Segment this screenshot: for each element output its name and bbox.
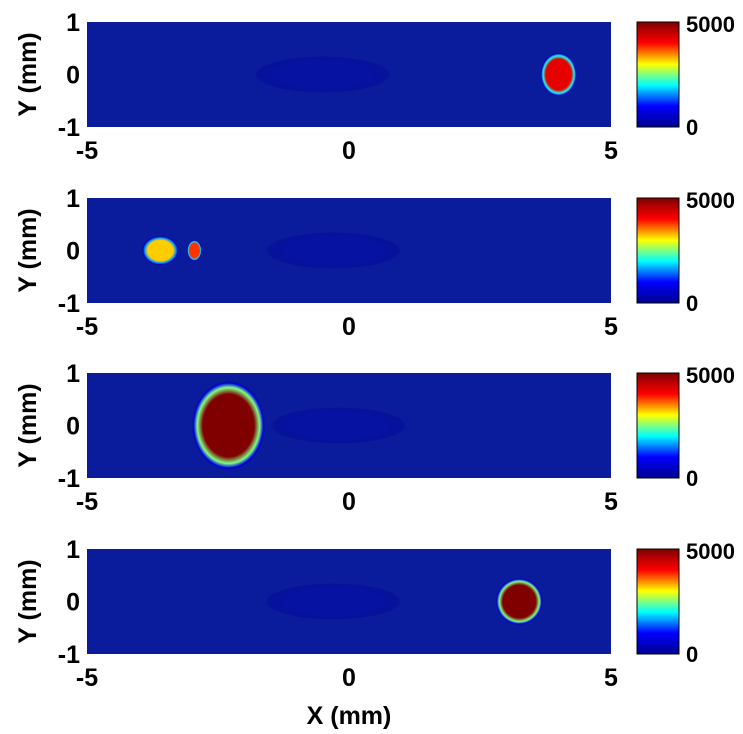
plot-area: [87, 549, 611, 654]
heatmap-panel: Y (mm) 1 0 -1 -5 0 5 5000 0: [14, 360, 735, 516]
y-axis-label: Y (mm): [14, 383, 42, 467]
y-tick-label: -1: [58, 114, 80, 142]
y-axis-label: Y (mm): [14, 32, 42, 116]
heatmap-blob: [495, 577, 543, 626]
x-tick-label: 0: [342, 137, 356, 165]
x-tick-label: 0: [342, 313, 356, 341]
plot-area: [87, 22, 611, 127]
colorbar: [636, 21, 680, 128]
y-tick-label: 0: [66, 413, 80, 441]
colorbar-tick-label: 0: [686, 291, 698, 316]
heatmap-blob: [270, 407, 407, 444]
heatmap-panel: Y (mm) 1 0 -1 -5 0 5 5000 0: [14, 185, 735, 341]
x-tick-label: 5: [604, 137, 618, 165]
x-tick-label: -5: [76, 137, 98, 165]
colorbar-tick-label: 0: [686, 466, 698, 491]
colorbar-tick-label: 5000: [686, 363, 735, 388]
colorbar: [636, 372, 680, 479]
y-tick-label: 0: [66, 238, 80, 266]
x-tick-label: -5: [76, 664, 98, 692]
x-axis-label: X (mm): [307, 702, 392, 730]
heatmap-blob: [265, 232, 402, 269]
y-tick-label: 1: [66, 9, 80, 37]
heatmap-blob: [265, 583, 402, 620]
colorbar-tick-label: 5000: [686, 539, 735, 564]
heatmap-blob: [191, 380, 266, 471]
colorbar: [636, 548, 680, 655]
plot-area: [87, 198, 611, 303]
colorbar-tick-label: 0: [686, 115, 698, 140]
y-tick-label: -1: [58, 465, 80, 493]
heatmap-blob: [254, 56, 391, 93]
x-tick-label: 5: [604, 664, 618, 692]
y-axis-label: Y (mm): [14, 559, 42, 643]
colorbar-tick-label: 5000: [686, 188, 735, 213]
y-tick-label: 0: [66, 62, 80, 90]
y-tick-label: 0: [66, 589, 80, 617]
y-axis-label: Y (mm): [14, 208, 42, 292]
x-tick-label: 0: [342, 664, 356, 692]
heatmap-blob: [142, 235, 179, 266]
x-tick-label: 5: [604, 313, 618, 341]
y-tick-label: 1: [66, 185, 80, 213]
heatmap-blob: [187, 240, 202, 261]
y-tick-label: 1: [66, 360, 80, 388]
x-tick-label: 0: [342, 488, 356, 516]
x-tick-label: 5: [604, 488, 618, 516]
plot-area: [87, 373, 611, 478]
colorbar-tick-label: 5000: [686, 12, 735, 37]
colorbar-tick-label: 0: [686, 642, 698, 667]
x-tick-label: -5: [76, 313, 98, 341]
heatmap-panel: Y (mm) 1 0 -1 -5 0 5 5000 0: [14, 9, 735, 165]
y-tick-label: -1: [58, 641, 80, 669]
y-tick-label: -1: [58, 290, 80, 318]
heatmap-panel: Y (mm) 1 0 -1 -5 0 5 5000 0: [14, 536, 735, 692]
colorbar: [636, 197, 680, 304]
heatmap-blob: [540, 52, 577, 97]
x-tick-label: -5: [76, 488, 98, 516]
y-tick-label: 1: [66, 536, 80, 564]
